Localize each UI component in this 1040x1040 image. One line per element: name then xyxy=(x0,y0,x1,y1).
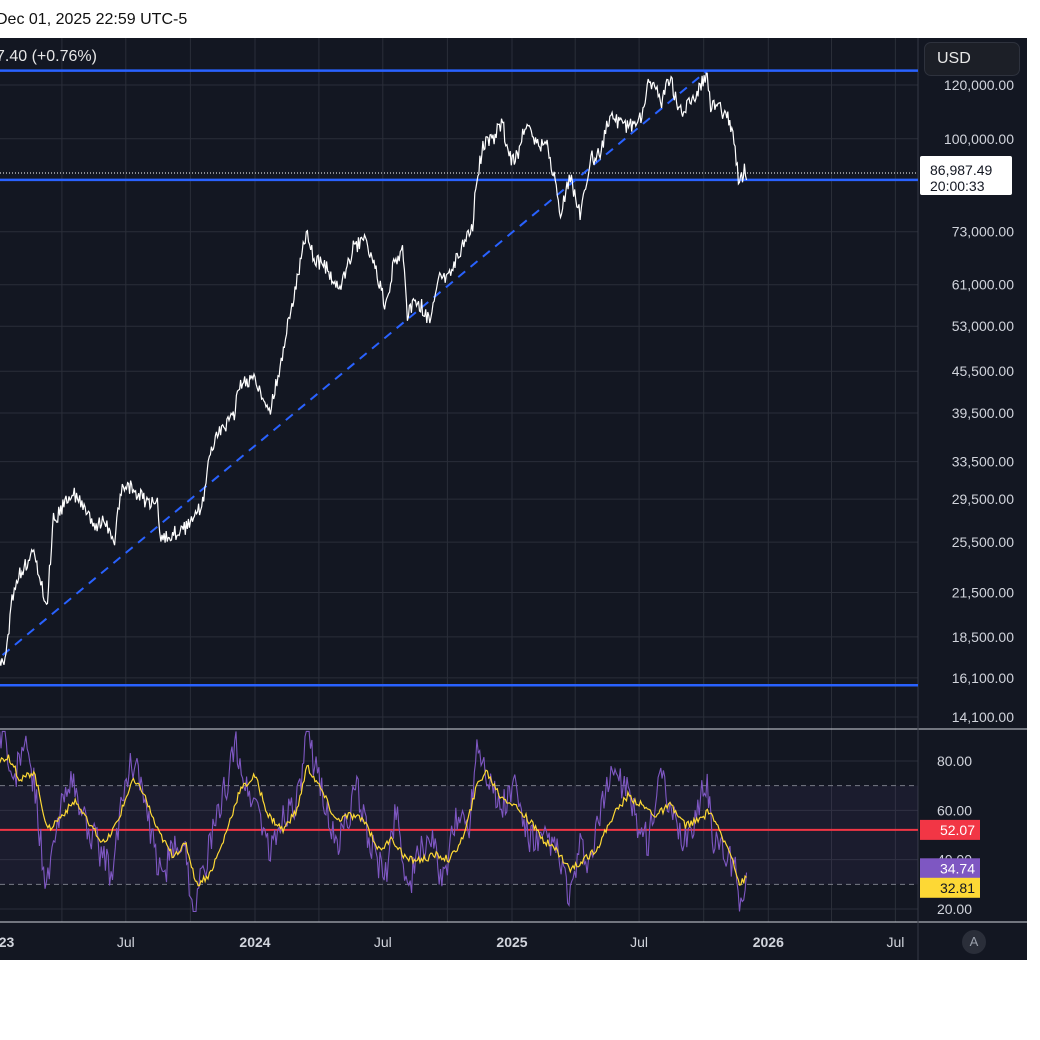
page-margin-bottom xyxy=(0,960,1040,1040)
time-axis-tick-label: 2026 xyxy=(753,934,784,950)
price-axis-tick-label: 120,000.00 xyxy=(944,77,1014,93)
price-axis-tick-label: 21,500.00 xyxy=(952,584,1014,600)
price-axis-tick-label: 29,500.00 xyxy=(952,491,1014,507)
trendline-layer xyxy=(0,69,708,659)
price-axis-tick-label: 39,500.00 xyxy=(952,405,1014,421)
auto-scale-button[interactable]: A xyxy=(962,930,986,954)
time-axis-tick-label: Jul xyxy=(117,934,135,950)
rsi-midline-tag-bg xyxy=(920,819,980,840)
rsi-value-tag: 34.74 xyxy=(940,860,975,876)
rsi-ma-value-tag-bg xyxy=(920,877,980,898)
rsi-axis-tick-label: 80.00 xyxy=(937,753,972,769)
top-bar: Dec 01, 2025 22:59 UTC-5 xyxy=(0,0,1040,38)
price-series-layer xyxy=(0,72,748,666)
price-change-label: 7.40 (+0.76%) xyxy=(0,48,97,65)
price-axis-tick-label: 33,500.00 xyxy=(952,454,1014,470)
grid-lines xyxy=(0,38,1027,960)
price-axis-tick-label: 16,100.00 xyxy=(952,670,1014,686)
price-axis-tick-label: 100,000.00 xyxy=(944,131,1014,147)
price-axis-tick-label: 53,000.00 xyxy=(952,318,1014,334)
page-margin-right xyxy=(1027,38,1040,960)
rsi-ma-value-tag: 32.81 xyxy=(940,880,975,896)
rsi-midline-tag: 52.07 xyxy=(940,822,975,838)
axes-layer: 120,000.00 100,000.00 73,000.00 61,000.00 53… xyxy=(0,77,1014,950)
rsi-value-tag-bg xyxy=(920,858,980,879)
rsi-axis-tick-label: 60.00 xyxy=(937,802,972,818)
price-axis-tick-label: 14,100.00 xyxy=(952,709,1014,725)
time-axis-tick-label: 2024 xyxy=(239,934,270,950)
price-axis-tick-label: 45,500.00 xyxy=(952,363,1014,379)
time-axis-tick-label: Jul xyxy=(886,934,904,950)
rsi-line xyxy=(0,730,748,913)
current-price-tag xyxy=(920,155,1012,195)
rsi-ma-line xyxy=(0,754,747,887)
horizontal-levels xyxy=(0,69,918,687)
time-axis-tick-label: Jul xyxy=(630,934,648,950)
price-axis-tick-label: 61,000.00 xyxy=(952,277,1014,293)
current-price-value: 86,987.49 xyxy=(930,162,992,178)
time-axis-tick-label: 2023 xyxy=(0,934,14,950)
time-axis-tick-label: 2025 xyxy=(496,934,527,950)
trendline xyxy=(0,69,708,659)
rsi-axis-tick-label: 20.00 xyxy=(937,901,972,917)
price-line xyxy=(0,72,748,666)
rsi-band-fill xyxy=(0,785,918,885)
rsi-pane xyxy=(0,730,918,913)
price-axis-tick-label: 18,500.00 xyxy=(952,629,1014,645)
currency-button[interactable]: USD xyxy=(924,42,1020,76)
price-axis-tick-label: 73,000.00 xyxy=(952,224,1014,240)
datetime-label: Dec 01, 2025 22:59 UTC-5 xyxy=(0,11,188,28)
time-axis-tick-label: Jul xyxy=(374,934,392,950)
bar-countdown: 20:00:33 xyxy=(930,178,985,194)
price-axis-tick-label: 25,500.00 xyxy=(952,534,1014,550)
